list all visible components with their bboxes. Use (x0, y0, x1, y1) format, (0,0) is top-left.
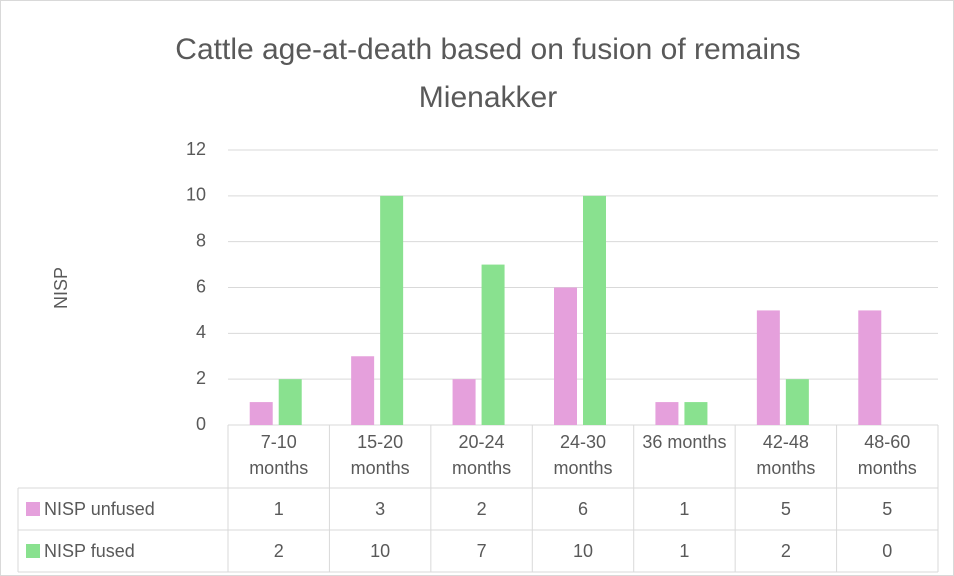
bar (278, 379, 302, 425)
table-value: 10 (370, 541, 390, 561)
legend-label: NISP fused (44, 541, 135, 561)
bar (684, 402, 708, 425)
table-value: 2 (781, 541, 791, 561)
y-tick-label: 2 (196, 368, 206, 388)
x-tick-label: 36 months (642, 432, 727, 452)
table-value: 1 (274, 499, 284, 519)
x-tick-label: 15-20 months (350, 432, 410, 478)
bar (452, 379, 476, 425)
table-value: 6 (578, 499, 588, 519)
table-value: 2 (274, 541, 284, 561)
legend-key (26, 502, 40, 516)
bar (351, 356, 375, 425)
chart-title: Cattle age-at-death based on fusion of r… (175, 33, 801, 114)
y-axis-label: NISP (51, 267, 71, 309)
table-value: 5 (882, 499, 892, 519)
x-tick-label: 20-24 months (452, 432, 512, 478)
y-tick-label: 4 (196, 322, 206, 342)
bar (858, 310, 882, 425)
y-tick-label: 12 (186, 139, 206, 159)
y-tick-label: 10 (186, 185, 206, 205)
bar (655, 402, 679, 425)
bar (380, 195, 404, 425)
table-value: 0 (882, 541, 892, 561)
bar (583, 195, 606, 425)
table-value: 5 (781, 499, 791, 519)
legend-key (26, 544, 40, 558)
x-tick-label: 7-10 months (249, 432, 309, 478)
bar (249, 402, 273, 425)
legend-label: NISP unfused (44, 499, 155, 519)
table-value: 7 (477, 541, 487, 561)
x-tick-label: 24-30 months (553, 432, 613, 478)
bar (756, 310, 780, 425)
x-tick-label: 48-60 months (857, 432, 917, 478)
bar (481, 264, 505, 425)
table-value: 1 (679, 541, 689, 561)
y-tick-label: 0 (196, 414, 206, 434)
table-value: 3 (375, 499, 385, 519)
bar (785, 379, 809, 425)
y-tick-label: 8 (196, 230, 206, 250)
y-tick-label: 6 (196, 276, 206, 296)
table-value: 1 (679, 499, 689, 519)
table-value: 2 (477, 499, 487, 519)
x-tick-label: 42-48 months (756, 432, 816, 478)
table-value: 10 (573, 541, 593, 561)
bar (554, 287, 577, 425)
